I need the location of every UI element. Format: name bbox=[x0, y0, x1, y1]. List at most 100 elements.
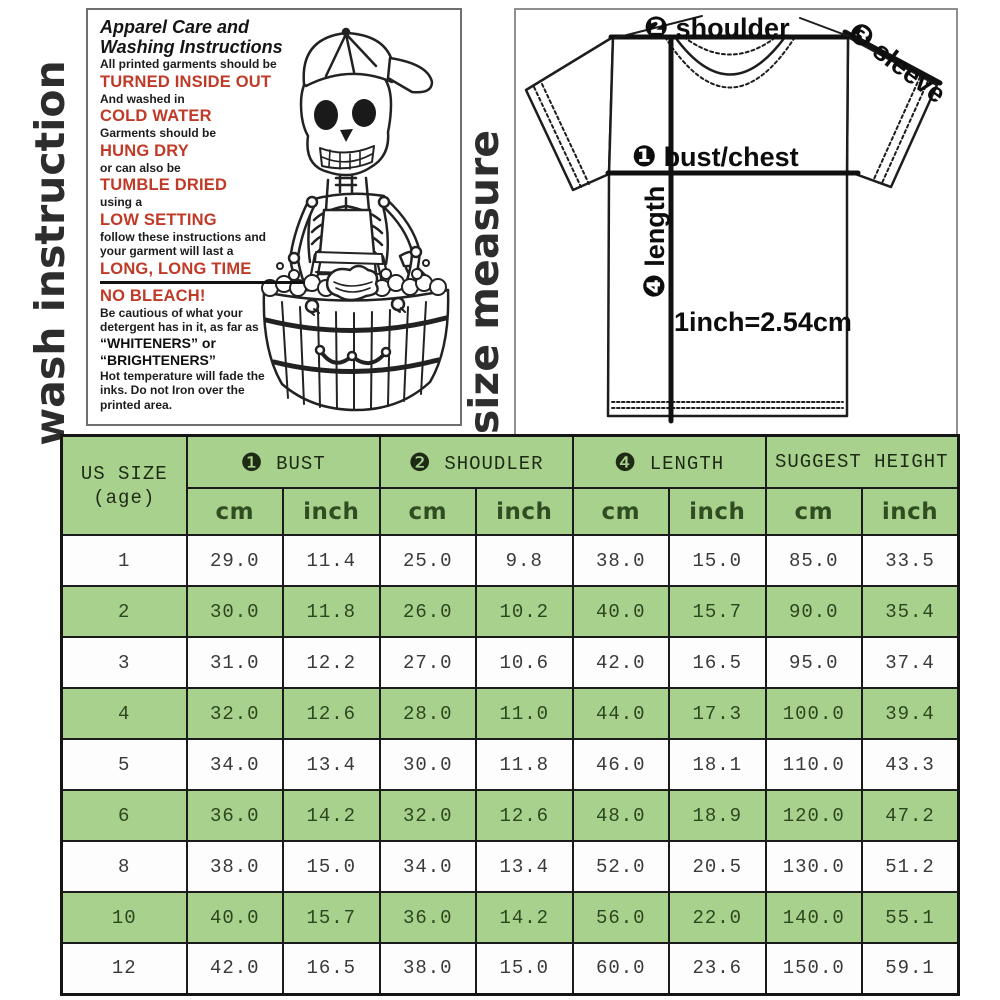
table-cell: 11.4 bbox=[282, 534, 381, 587]
table-cell: 17.3 bbox=[668, 687, 767, 740]
table-cell: 32.0 bbox=[378, 789, 477, 842]
wash-instruction-line: “WHITENERS” or bbox=[100, 334, 216, 351]
table-cell: 32.0 bbox=[185, 687, 284, 740]
table-cell: 44.0 bbox=[571, 687, 671, 740]
length-header-text: LENGTH bbox=[649, 452, 725, 475]
table-cell: 140.0 bbox=[764, 891, 864, 944]
table-cell: 12 bbox=[60, 942, 188, 995]
table-cell: 42.0 bbox=[571, 636, 671, 689]
table-cell: 12.6 bbox=[282, 687, 381, 740]
wash-instruction-line: Be cautious of what your bbox=[100, 305, 243, 320]
table-cell: 18.9 bbox=[668, 789, 767, 842]
circled-1-icon: ❶ bbox=[240, 447, 264, 477]
table-cell: 34.0 bbox=[378, 840, 477, 893]
table-cell: 55.1 bbox=[861, 891, 960, 944]
skeleton-washing-illustration bbox=[261, 27, 450, 412]
table-cell: 59.1 bbox=[861, 942, 960, 995]
wash-instruction-line: Hot temperature will fade the bbox=[100, 368, 265, 383]
table-group-header-row: US SIZE (age) ❶ BUST ❷ SHOUDLER ❹ LENGTH… bbox=[60, 434, 960, 536]
table-cell: 11.0 bbox=[475, 687, 574, 740]
washing-instructions-panel: Apparel Care and Washing Instructions Al… bbox=[86, 8, 462, 426]
table-cell: 16.5 bbox=[668, 636, 767, 689]
table-row: 3 31.0 12.2 27.0 10.6 42.0 16.5 95.0 37.4 bbox=[60, 636, 960, 689]
column-header-us-size: US SIZE (age) bbox=[60, 434, 188, 536]
table-cell: 42.0 bbox=[185, 942, 284, 995]
table-cell: 31.0 bbox=[185, 636, 284, 689]
wash-instructions-lines: All printed garments should be TURNED INS… bbox=[100, 57, 315, 412]
wash-instruction-line: All printed garments should be bbox=[100, 57, 277, 71]
unit-header-inch: inch bbox=[861, 487, 960, 536]
table-cell: 13.4 bbox=[282, 738, 381, 791]
table-row: 5 34.0 13.4 30.0 11.8 46.0 18.1 110.0 43.3 bbox=[60, 738, 960, 791]
table-cell: 29.0 bbox=[185, 534, 284, 587]
table-row: 6 36.0 14.2 32.0 12.6 48.0 18.9 120.0 47.2 bbox=[60, 789, 960, 842]
table-cell: 36.0 bbox=[185, 789, 284, 842]
table-cell: 47.2 bbox=[861, 789, 960, 842]
table-cell: 37.4 bbox=[861, 636, 960, 689]
circled-2-icon: ❷ bbox=[644, 10, 669, 44]
table-cell: 10.6 bbox=[475, 636, 574, 689]
table-cell: 30.0 bbox=[185, 585, 284, 638]
wash-instruction-line: detergent has in it, as far as bbox=[100, 320, 259, 334]
us-size-label: US SIZE bbox=[80, 462, 168, 485]
wash-instruction-line: “BRIGHTENERS” bbox=[100, 351, 216, 368]
table-cell: 130.0 bbox=[764, 840, 864, 893]
bust-chest-measure-label: ❶ bust/chest bbox=[632, 139, 799, 173]
shoulder-header-text: SHOUDLER bbox=[444, 452, 544, 475]
table-cell: 16.5 bbox=[282, 942, 381, 995]
table-cell: 9.8 bbox=[475, 534, 574, 587]
table-cell: 38.0 bbox=[185, 840, 284, 893]
unit-header-cm: cm bbox=[571, 487, 671, 536]
wash-instruction-line: your garment will last a bbox=[100, 244, 234, 258]
table-cell: 36.0 bbox=[378, 891, 477, 944]
unit-header-cm: cm bbox=[378, 487, 477, 536]
table-cell: 60.0 bbox=[571, 942, 671, 995]
table-cell: 18.1 bbox=[668, 738, 767, 791]
table-cell: 30.0 bbox=[378, 738, 477, 791]
table-unit-header-row: cm inch cm inch cm inch cm inch bbox=[62, 487, 960, 536]
wash-instruction-line: LONG, LONG TIME bbox=[100, 259, 252, 278]
table-row: 1 29.0 11.4 25.0 9.8 38.0 15.0 85.0 33.5 bbox=[60, 534, 960, 587]
table-cell: 40.0 bbox=[185, 891, 284, 944]
table-cell: 38.0 bbox=[571, 534, 671, 587]
washing-instructions-text: Apparel Care and Washing Instructions Al… bbox=[100, 17, 315, 412]
table-cell: 25.0 bbox=[378, 534, 477, 587]
unit-header-cm: cm bbox=[764, 487, 864, 536]
table-cell: 120.0 bbox=[764, 789, 864, 842]
wash-instruction-side-label: wash instruction bbox=[26, 60, 74, 446]
wash-instruction-line: printed area. bbox=[100, 397, 173, 412]
table-cell: 2 bbox=[60, 585, 188, 638]
wash-title-line2: Washing Instructions bbox=[100, 37, 283, 57]
wash-instruction-line: Garments should be bbox=[100, 126, 217, 140]
table-row: 8 38.0 15.0 34.0 13.4 52.0 20.5 130.0 51.2 bbox=[60, 840, 960, 893]
table-row: 2 30.0 11.8 26.0 10.2 40.0 15.7 90.0 35.4 bbox=[60, 585, 960, 638]
table-cell: 12.6 bbox=[475, 789, 574, 842]
table-row: 4 32.0 12.6 28.0 11.0 44.0 17.3 100.0 39.4 bbox=[60, 687, 960, 740]
wash-instruction-line: follow these instructions and bbox=[100, 229, 267, 244]
unit-header-inch: inch bbox=[282, 487, 381, 536]
table-cell: 20.5 bbox=[668, 840, 767, 893]
table-cell: 39.4 bbox=[861, 687, 960, 740]
table-cell: 10.2 bbox=[475, 585, 574, 638]
circled-4-icon: ❹ bbox=[637, 273, 671, 299]
table-cell: 38.0 bbox=[378, 942, 477, 995]
table-cell: 43.3 bbox=[861, 738, 960, 791]
size-measure-panel: ❷ shoulder ❸sleeve ❶ bust/chest ❹length 1i… bbox=[514, 8, 958, 436]
table-row: 12 42.0 16.5 38.0 15.0 60.0 23.6 150.0 59.1 bbox=[60, 942, 960, 995]
wash-instruction-line: LOW SETTING bbox=[100, 210, 217, 229]
length-label-text: length bbox=[640, 185, 670, 267]
table-cell: 150.0 bbox=[764, 942, 864, 995]
table-cell: 52.0 bbox=[571, 840, 671, 893]
table-cell: 34.0 bbox=[185, 738, 284, 791]
table-cell: 14.2 bbox=[475, 891, 574, 944]
wash-instruction-line: HUNG DRY bbox=[100, 141, 189, 160]
length-measure-label: ❹ length bbox=[637, 186, 671, 299]
table-row: 10 40.0 15.7 36.0 14.2 56.0 22.0 140.0 55.1 bbox=[60, 891, 960, 944]
table-cell: 90.0 bbox=[764, 585, 864, 638]
table-cell: 27.0 bbox=[378, 636, 477, 689]
wash-instruction-line: using a bbox=[100, 195, 143, 209]
table-cell: 1 bbox=[60, 534, 188, 587]
column-header-bust: ❶ BUST bbox=[185, 434, 381, 489]
table-cell: 15.0 bbox=[668, 534, 767, 587]
